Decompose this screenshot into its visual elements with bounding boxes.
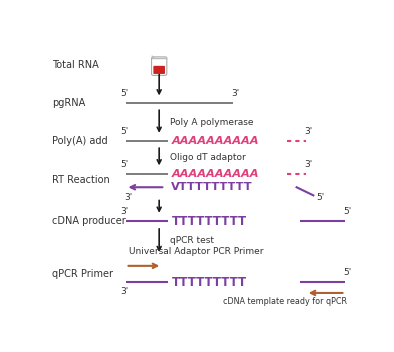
Text: TTTTTTTTT: TTTTTTTTT (171, 215, 247, 228)
Text: 3': 3' (231, 89, 240, 98)
Text: 3': 3' (120, 207, 128, 216)
Text: 5': 5' (120, 89, 128, 98)
Text: 3': 3' (305, 160, 313, 169)
Text: 5': 5' (344, 268, 352, 277)
Text: VTTTTTTTTT: VTTTTTTTTT (171, 182, 253, 192)
FancyBboxPatch shape (152, 57, 167, 75)
Text: TTTTTTTTT: TTTTTTTTT (171, 276, 247, 289)
Text: Universal Adaptor PCR Primer: Universal Adaptor PCR Primer (128, 246, 263, 256)
Text: qPCR test: qPCR test (170, 236, 214, 245)
Text: cDNA template ready for qPCR: cDNA template ready for qPCR (223, 297, 347, 306)
Text: cDNA producer: cDNA producer (52, 216, 126, 226)
Text: 5': 5' (344, 207, 352, 216)
Text: pgRNA: pgRNA (52, 98, 85, 108)
Text: 5': 5' (120, 127, 128, 136)
Text: 5': 5' (316, 193, 325, 202)
Text: Oligo dT adaptor: Oligo dT adaptor (170, 153, 245, 162)
Text: 5': 5' (120, 160, 128, 169)
Text: AAAAAAAAAA: AAAAAAAAAA (171, 169, 259, 179)
Text: Total RNA: Total RNA (52, 60, 99, 70)
Text: Poly A polymerase: Poly A polymerase (170, 118, 253, 127)
Text: Poly(A) add: Poly(A) add (52, 136, 108, 146)
Text: 3': 3' (125, 193, 133, 202)
Text: qPCR Primer: qPCR Primer (52, 269, 113, 279)
Text: RT Reaction: RT Reaction (52, 175, 110, 186)
Text: 3': 3' (305, 127, 313, 136)
Text: AAAAAAAAAA: AAAAAAAAAA (171, 136, 259, 146)
Text: 3': 3' (120, 287, 128, 296)
FancyBboxPatch shape (153, 66, 165, 74)
